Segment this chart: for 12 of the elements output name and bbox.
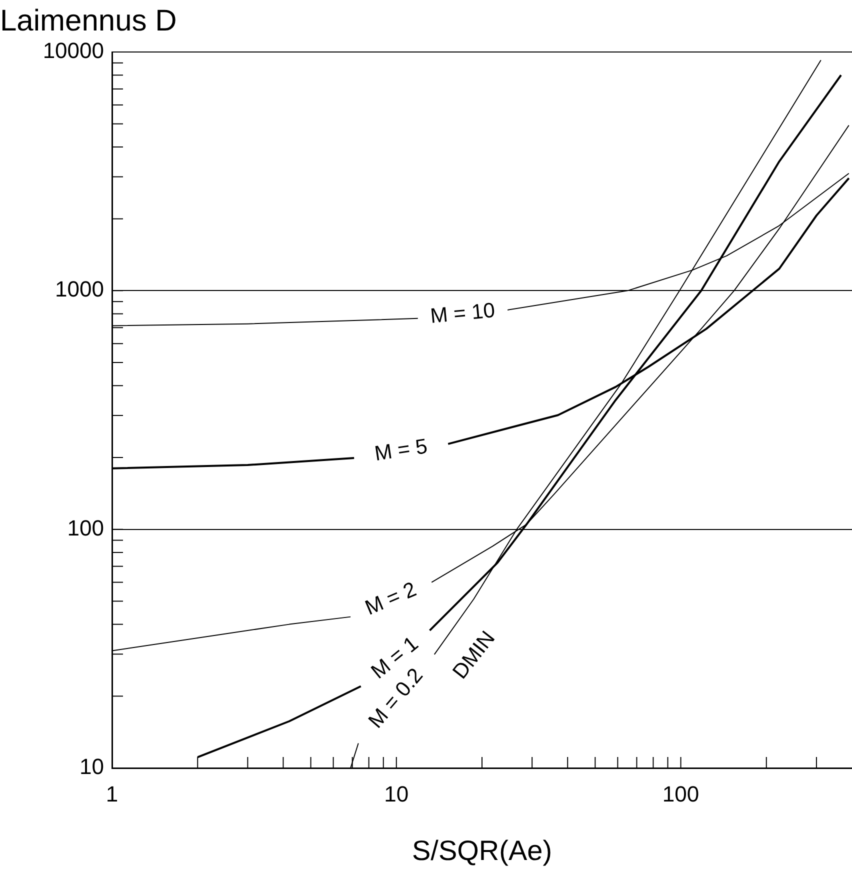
text: M = 10 <box>429 299 496 328</box>
text: M = 5 <box>373 434 429 466</box>
x-tick-label: 1 <box>106 781 118 806</box>
x-tick-label: 100 <box>662 781 700 806</box>
text: M = 2 <box>362 578 420 620</box>
y-tick-label: 10 <box>80 754 104 780</box>
x-tick-label: 10 <box>384 781 409 806</box>
y-tick-label: 100 <box>67 515 104 540</box>
y-tick-label: 1000 <box>55 276 104 302</box>
y-tick-label: 10000 <box>42 38 104 64</box>
x-axis-title: S/SQR(Ae) <box>412 834 552 866</box>
chart-title: Laimennus D <box>0 4 177 38</box>
